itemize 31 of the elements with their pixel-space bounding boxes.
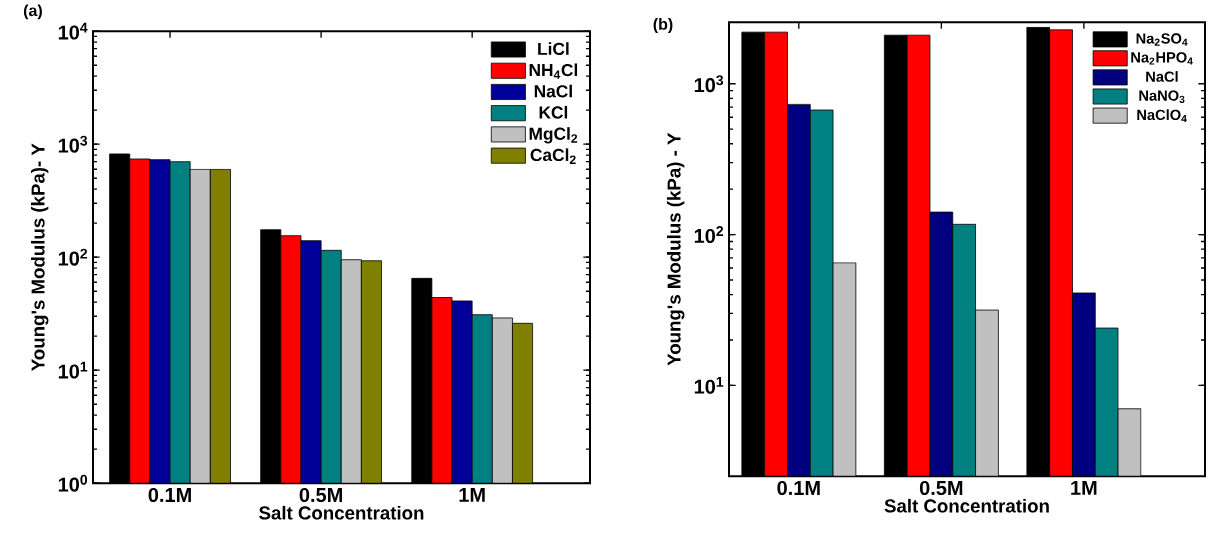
y-tick-label: 10$^{1}$ xyxy=(694,376,724,394)
legend-label: MgCl$_{2}$ xyxy=(529,127,578,144)
x-tick-label: 1M xyxy=(459,487,485,502)
y-tick-label: 10$^{3}$ xyxy=(694,75,724,93)
legend-label: CaCl$_{2}$ xyxy=(530,148,576,164)
legend-label: Na$_{2}$SO$_{4}$ xyxy=(1136,33,1188,46)
legend-label: NaCl xyxy=(534,84,572,98)
x-tick-label: 0.5M xyxy=(919,480,963,495)
x-axis-title: Salt Concentration xyxy=(259,505,424,520)
legend-label: NaClO$_{4}$ xyxy=(1137,109,1187,123)
legend-label: NaNO$_{3}$ xyxy=(1139,90,1185,103)
x-tick-label: 0.1M xyxy=(777,480,820,495)
legend-label: KCl xyxy=(539,105,568,119)
y-tick-label: 10$^{2}$ xyxy=(58,248,88,266)
x-tick-label: 0.5M xyxy=(299,487,342,502)
y-tick-label: 10$^{2}$ xyxy=(694,226,724,243)
legend-label: Na$_{2}$HPO$_{4}$ xyxy=(1131,52,1193,65)
y-tick-label: 10$^{4}$ xyxy=(58,22,88,40)
y-tick-label: 10$^{0}$ xyxy=(58,474,88,492)
legend-label: NH$_{4}$Cl xyxy=(529,63,578,79)
x-axis-title: Salt Concentration xyxy=(884,498,1049,513)
legend-label: LiCl xyxy=(538,42,569,55)
x-tick-label: 1M xyxy=(1071,480,1097,495)
y-tick-label: 10$^{3}$ xyxy=(58,135,88,153)
y-axis-title: Young's Modulus (kPa)- Y xyxy=(30,143,49,371)
y-axis-title: Young's Modulus (kPa) - Y xyxy=(666,132,685,366)
y-tick-label: 10$^{1}$ xyxy=(58,361,88,379)
legend-label: NaCl xyxy=(1146,71,1178,82)
x-tick-label: 0.1M xyxy=(148,487,191,502)
chart-title: (b) xyxy=(653,18,673,33)
chart-title: (a) xyxy=(23,4,42,20)
